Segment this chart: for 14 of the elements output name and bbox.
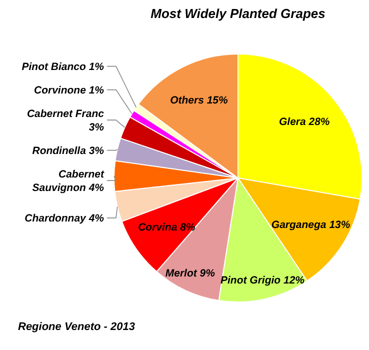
slice-label: Pinot Bianco 1% <box>22 61 105 74</box>
slice-label: Cabernet Sauvignon 4% <box>32 168 105 194</box>
slice-label: Chardonnay 4% <box>24 212 105 225</box>
data-label: 3% <box>88 122 105 134</box>
chart-title: Most Widely Planted Grapes <box>150 6 326 21</box>
slice-label: Garganega 13% <box>271 219 351 232</box>
slice-label: Corvinone 1% <box>34 84 105 97</box>
slice-label: Others 15% <box>170 94 229 106</box>
slice-label: Glera 28% <box>279 116 330 128</box>
text: Regione Veneto - 2013 <box>18 321 135 333</box>
slice-label: Rondinella 3% <box>32 145 105 158</box>
slice-label: Corvina 8% <box>138 221 196 234</box>
slice-label: Merlot 9% <box>165 267 216 280</box>
slice-label: Cabernet Franc <box>26 108 104 120</box>
